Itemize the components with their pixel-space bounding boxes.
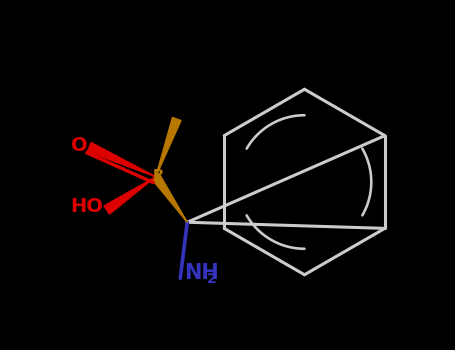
Polygon shape [152,174,187,222]
Polygon shape [156,118,181,177]
Polygon shape [87,142,156,177]
Text: 2: 2 [207,272,217,286]
Text: NH: NH [184,263,219,283]
Text: O: O [71,136,87,155]
Polygon shape [104,177,156,214]
Text: HO: HO [71,197,103,216]
Text: P: P [152,168,162,182]
